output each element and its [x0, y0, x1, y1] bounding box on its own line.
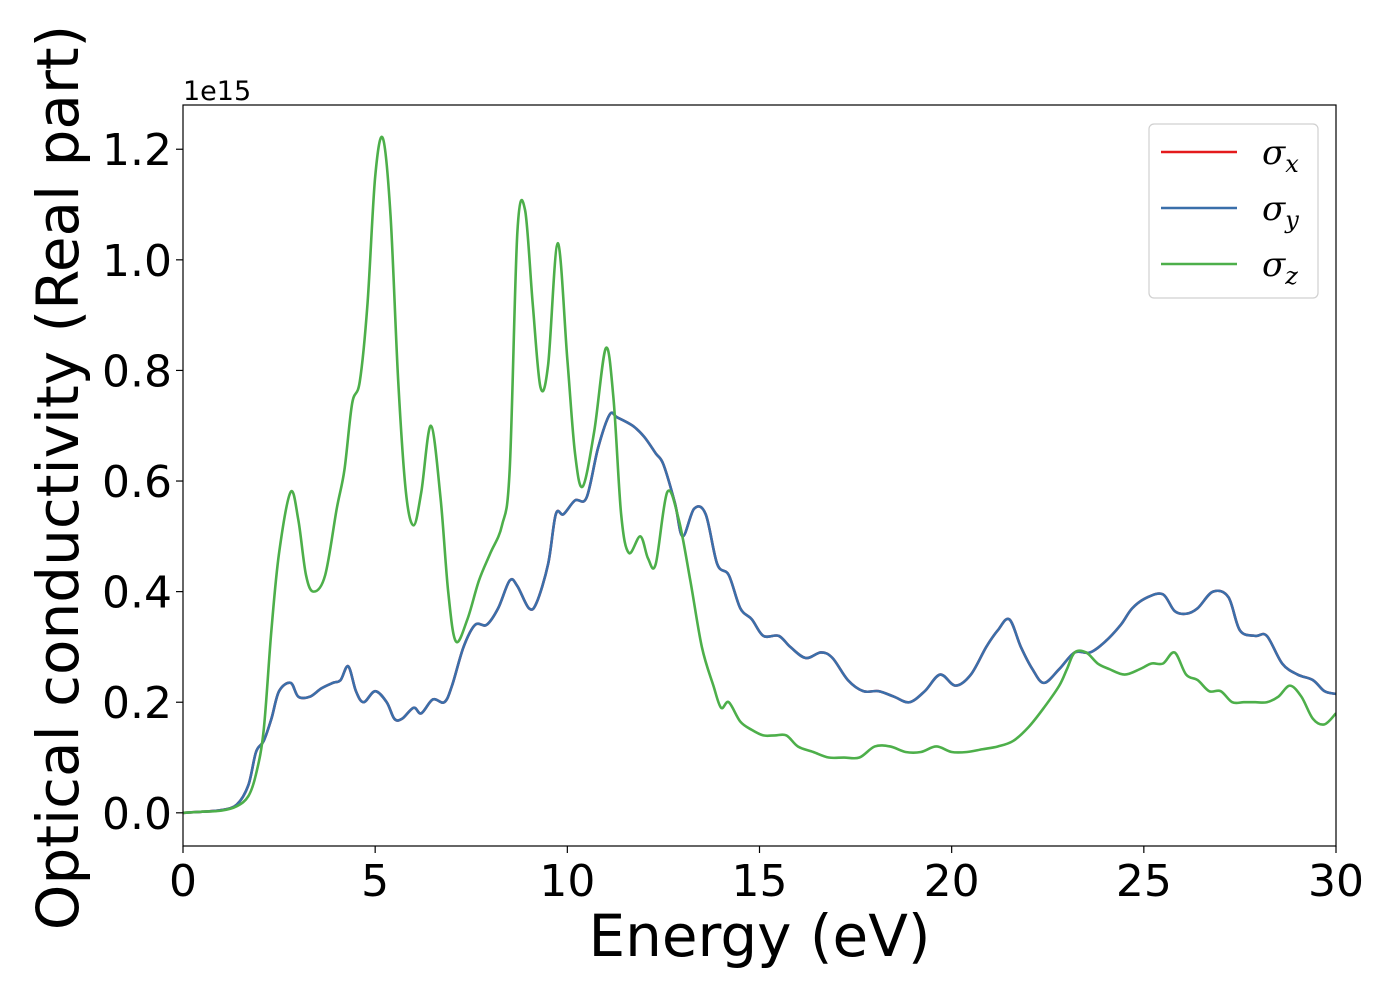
y-offset-label: 1e15	[183, 76, 251, 107]
series-line-x	[183, 411, 1336, 815]
legend: σx σy σz	[1148, 123, 1319, 299]
y-tick-label: 0.8	[102, 346, 172, 397]
x-tick-label: 20	[924, 856, 980, 907]
y-tick-label: 1.0	[102, 236, 172, 287]
y-tick-label: 1.2	[102, 125, 172, 176]
x-axis-title: Energy (eV)	[588, 902, 930, 970]
legend-label-x: σx	[1262, 133, 1299, 178]
legend-label-y: σy	[1262, 189, 1299, 234]
y-tick-label: 0.6	[102, 457, 172, 508]
series-line-z	[183, 135, 1336, 815]
x-tick-label: 10	[539, 856, 595, 907]
x-tick-label: 5	[361, 856, 389, 907]
legend-label-z: σz	[1262, 245, 1298, 290]
x-tick-label: 30	[1308, 856, 1364, 907]
y-tick-label: 0.0	[102, 789, 172, 840]
legend-box	[1148, 123, 1319, 299]
x-tick-label: 0	[169, 856, 197, 907]
series-line-y	[183, 411, 1336, 815]
y-axis-title: Optical conductivity (Real part)	[24, 25, 92, 930]
x-tick-label: 25	[1116, 856, 1172, 907]
y-tick-label: 0.2	[102, 678, 172, 729]
y-tick-label: 0.4	[102, 568, 172, 619]
x-tick-label: 15	[732, 856, 788, 907]
